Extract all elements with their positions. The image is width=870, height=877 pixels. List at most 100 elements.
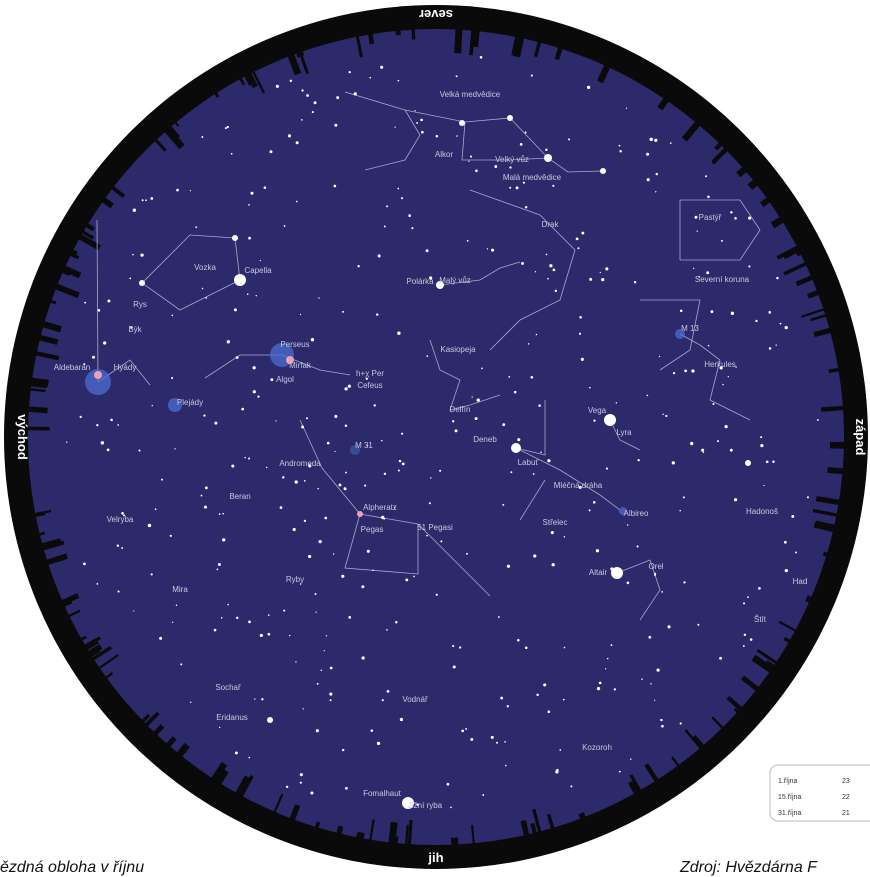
star	[680, 722, 682, 724]
star	[382, 699, 384, 701]
star	[170, 535, 172, 537]
star	[546, 254, 548, 256]
star	[500, 697, 503, 700]
star	[785, 569, 788, 572]
horizon-spike	[317, 822, 319, 828]
star	[80, 416, 82, 418]
star	[83, 563, 86, 566]
star	[227, 340, 230, 343]
star	[357, 265, 359, 267]
star	[300, 773, 303, 776]
constellation-label: Altair	[589, 568, 608, 577]
star	[748, 216, 751, 219]
star	[481, 367, 483, 369]
star	[117, 545, 119, 547]
star	[656, 173, 658, 175]
horizon-spike	[827, 470, 843, 471]
star	[601, 278, 604, 281]
star	[661, 725, 664, 728]
east-label: východ	[15, 414, 30, 460]
star	[301, 426, 304, 429]
star	[634, 281, 636, 283]
bright-star	[544, 154, 552, 162]
bright-star	[611, 567, 623, 579]
star	[426, 535, 428, 537]
star	[508, 376, 510, 378]
star	[549, 264, 552, 267]
constellation-label: Malá medvědice	[503, 173, 562, 182]
star	[734, 217, 737, 220]
star	[145, 199, 147, 201]
constellation-label: Vega	[588, 406, 607, 415]
constellation-label: Vodnář	[402, 695, 428, 704]
star	[564, 536, 566, 538]
star	[507, 565, 510, 568]
star	[724, 425, 727, 428]
star	[548, 710, 551, 713]
star	[611, 644, 613, 646]
star	[155, 508, 157, 510]
star	[176, 605, 177, 606]
star	[300, 782, 302, 784]
star	[461, 729, 464, 732]
star	[626, 108, 627, 109]
bright-star	[234, 274, 246, 286]
star	[665, 415, 667, 417]
star	[450, 807, 452, 809]
horizon-spike	[339, 826, 341, 834]
star	[190, 190, 191, 191]
star	[470, 738, 473, 741]
star	[531, 376, 534, 379]
star	[465, 728, 467, 730]
star	[453, 665, 456, 668]
constellation-label: h+χ Per	[356, 369, 384, 378]
star	[284, 225, 286, 227]
star	[670, 142, 672, 144]
star	[576, 237, 579, 240]
legend-text: 31.října	[778, 810, 801, 817]
star	[312, 111, 314, 113]
star	[654, 139, 657, 142]
star	[475, 417, 478, 420]
star	[439, 470, 441, 472]
star	[381, 516, 384, 519]
star	[236, 356, 239, 359]
bright-star	[600, 168, 606, 174]
constellation-label: Beran	[229, 492, 250, 501]
star	[466, 553, 468, 555]
star	[401, 197, 403, 199]
star	[329, 693, 332, 696]
star	[342, 749, 344, 751]
star	[260, 260, 261, 261]
star	[386, 629, 388, 631]
star	[772, 461, 774, 463]
star	[660, 719, 662, 721]
star	[555, 290, 557, 292]
star	[345, 472, 347, 474]
star	[605, 668, 606, 669]
star	[536, 694, 538, 696]
star	[214, 422, 217, 425]
star	[339, 483, 342, 486]
star	[267, 633, 270, 636]
horizon-spike	[28, 409, 48, 410]
sky-map: Velká medvědiceVelký vůzAlkorMalá medvěd…	[0, 0, 870, 877]
star	[369, 77, 371, 79]
star	[747, 596, 749, 598]
star	[436, 135, 438, 137]
star	[345, 787, 348, 790]
constellation-label: Aldebaran	[54, 363, 90, 372]
star	[295, 661, 296, 662]
star	[345, 425, 347, 427]
star	[579, 316, 582, 319]
star	[235, 752, 238, 755]
star	[362, 656, 365, 659]
star	[286, 786, 288, 788]
horizon-spike	[823, 554, 827, 555]
star	[367, 550, 370, 553]
star	[248, 204, 250, 206]
star	[755, 320, 757, 322]
star	[655, 191, 656, 192]
bright-star	[745, 460, 751, 466]
star	[227, 604, 229, 606]
